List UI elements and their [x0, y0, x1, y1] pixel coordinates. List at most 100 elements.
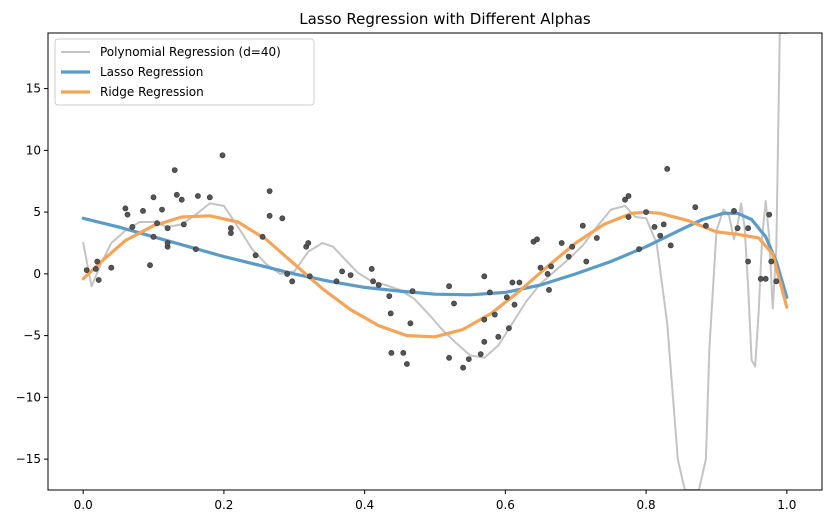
scatter-point [544, 270, 551, 277]
scatter-point [486, 289, 493, 296]
y-tick-label: 5 [33, 205, 41, 219]
y-tick-label: 10 [26, 143, 41, 157]
legend-label: Ridge Regression [100, 85, 204, 99]
scatter-point [92, 265, 99, 272]
scatter-point [150, 233, 157, 240]
scatter-point [546, 286, 552, 293]
scatter-point [206, 194, 213, 201]
x-tick-label: 0.6 [496, 498, 515, 512]
axes-frame [47, 32, 823, 491]
scatter-point [388, 349, 395, 356]
scatter-point [227, 225, 234, 232]
y-tick-label: −5 [23, 329, 41, 343]
scatter-point [734, 225, 741, 232]
scatter-point [667, 242, 674, 249]
scatter-point [289, 278, 296, 285]
series-line-1 [82, 33, 788, 490]
scatter-point [194, 193, 201, 199]
scatter-point [660, 221, 667, 228]
scatter-point [140, 207, 146, 214]
chart-title: Lasso Regression with Different Alphas [299, 10, 591, 28]
scatter-point [83, 267, 90, 273]
scatter-point [692, 204, 699, 211]
scatter-point [548, 263, 554, 270]
scatter-point [164, 225, 171, 232]
scatter-point [94, 258, 101, 265]
scatter-point [279, 215, 286, 222]
scatter-point [579, 222, 586, 229]
scatter-point [745, 258, 751, 265]
scatter-point [537, 264, 544, 271]
scatter-point [511, 301, 518, 308]
scatter-point [593, 235, 600, 241]
scatter-point [451, 300, 457, 307]
scatter-point [227, 230, 234, 236]
x-tick-label: 0.8 [637, 498, 656, 512]
scatter-point [481, 273, 488, 280]
scatter-point [375, 282, 382, 288]
scatter-point [339, 268, 345, 275]
scatter-point [403, 361, 410, 367]
scatter-point [534, 236, 540, 243]
scatter-point [266, 188, 273, 194]
scatter-point [159, 206, 165, 213]
plot-area [81, 33, 789, 490]
scatter-point [773, 278, 780, 285]
scatter-point [745, 225, 751, 232]
scatter-point [625, 193, 632, 199]
y-tick-label: −15 [16, 452, 41, 466]
scatter-point [178, 196, 185, 203]
scatter-point [370, 278, 376, 285]
scatter-point [481, 316, 488, 323]
scatter-point [150, 194, 157, 201]
scatter-point [147, 262, 153, 269]
scatter-point [757, 275, 764, 282]
scatter-point [252, 252, 259, 259]
scatter-point [154, 220, 160, 227]
legend-label: Polynomial Regression (d=40) [100, 45, 281, 59]
scatter-point [625, 214, 632, 220]
scatter-point [333, 278, 340, 285]
scatter-point [266, 212, 273, 219]
scatter-point [703, 222, 709, 229]
scatter-points [83, 152, 780, 371]
scatter-point [387, 310, 394, 317]
scatter-point [108, 264, 115, 271]
scatter-point [766, 211, 773, 218]
scatter-point [284, 270, 291, 277]
scatter-point [368, 265, 375, 272]
scatter-point [558, 240, 565, 246]
x-tick-label: 0.2 [214, 498, 233, 512]
scatter-point [129, 223, 136, 230]
scatter-point [481, 338, 488, 345]
scatter-point [516, 279, 523, 286]
scatter-point [192, 246, 199, 252]
scatter-point [95, 277, 102, 283]
scatter-point [180, 221, 187, 228]
y-tick-label: 15 [26, 82, 41, 96]
scatter-point [762, 275, 769, 282]
scatter-point [407, 320, 414, 327]
scatter-point [565, 253, 572, 260]
scatter-point [569, 243, 576, 250]
scatter-point [465, 356, 472, 362]
x-tick-label: 0.4 [355, 498, 374, 512]
x-axis: 0.0 0.2 0.4 0.6 0.8 1.0 [74, 490, 796, 512]
scatter-point [491, 311, 498, 318]
scatter-point [503, 294, 510, 301]
series-line-3 [81, 210, 789, 339]
scatter-point [446, 354, 452, 361]
scatter-point [664, 165, 671, 172]
scatter-point [651, 223, 658, 230]
legend-box [54, 38, 315, 106]
scatter-point [505, 325, 512, 332]
scatter-point [400, 349, 407, 356]
legend-label: Lasso Regression [100, 65, 203, 79]
scatter-point [583, 258, 590, 265]
scatter-point [509, 279, 516, 286]
scatter-point [446, 283, 452, 290]
y-axis: −15 −10 −5 0 5 10 15 [16, 82, 48, 466]
scatter-point [306, 273, 313, 280]
scatter-point [305, 240, 312, 246]
